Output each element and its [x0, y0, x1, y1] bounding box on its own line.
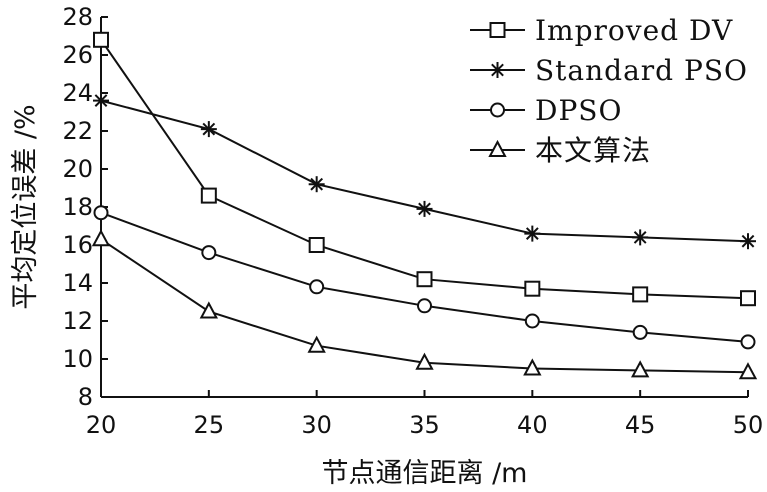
y-axis-title: 平均定位误差 /%: [10, 104, 41, 309]
series-group: [91, 31, 758, 380]
asterisk-stroke: [310, 177, 324, 191]
asterisk-marker: [524, 225, 541, 242]
asterisk-stroke: [525, 227, 539, 240]
y-tick-label: 10: [62, 345, 93, 373]
y-tick-label: 16: [62, 231, 93, 259]
asterisk-stroke: [94, 94, 108, 107]
triangle-marker: [91, 229, 111, 247]
x-tick-label: 45: [625, 411, 656, 439]
asterisk-stroke: [633, 231, 647, 244]
y-tick-label: 22: [62, 117, 93, 145]
y-tick-label: 26: [62, 41, 93, 69]
y-tick-label: 8: [78, 383, 93, 411]
asterisk-marker: [740, 233, 756, 250]
asterisk-marker: [416, 200, 433, 217]
tick-labels: 8 10 12 14 16 18 20 22 24 26 28 20 25 30 35 40 45 50: [62, 3, 763, 439]
legend-item-3: 本文算法: [470, 134, 651, 167]
triangle-marker: [199, 301, 219, 319]
triangle-marker: [415, 352, 434, 370]
asterisk-stroke: [741, 234, 755, 248]
circle-marker: [524, 313, 540, 329]
y-tick-label: 14: [62, 269, 93, 297]
square-marker: [489, 22, 506, 38]
series-1: [93, 92, 756, 250]
x-tick-label: 20: [86, 411, 117, 439]
asterisk-marker: [308, 176, 325, 193]
asterisk-stroke: [202, 122, 216, 136]
square-marker: [740, 290, 756, 307]
x-tick-label: 25: [194, 411, 225, 439]
series-3: [91, 229, 758, 380]
legend-item-0: Improved DV: [470, 14, 733, 47]
series-line: [100, 99, 749, 243]
y-tick-label: 24: [62, 79, 93, 107]
circle-marker: [201, 245, 217, 261]
y-tick-label: 28: [62, 3, 93, 31]
legend: Improved DV Standard PSO DPSO 本文算法: [470, 14, 748, 167]
legend-label: 本文算法: [535, 134, 651, 167]
x-axis-title: 节点通信距离 /m: [322, 458, 528, 489]
x-tick-label: 35: [409, 411, 440, 439]
square-marker: [416, 271, 433, 288]
asterisk-marker: [200, 121, 217, 138]
y-tick-label: 18: [62, 193, 93, 221]
series-2: [93, 205, 756, 350]
y-tick-label: 20: [62, 155, 93, 183]
legend-label: Improved DV: [535, 14, 733, 47]
asterisk-marker: [489, 62, 506, 78]
circle-marker: [93, 205, 109, 221]
triangle-marker: [523, 358, 542, 376]
asterisk-marker: [93, 92, 109, 109]
square-marker: [524, 280, 541, 297]
legend-label: DPSO: [535, 94, 622, 127]
circle-marker: [740, 334, 756, 350]
legend-item-2: DPSO: [470, 94, 622, 127]
legend-item-1: Standard PSO: [470, 54, 748, 87]
square-marker: [200, 187, 217, 204]
series-0: [93, 31, 756, 307]
square-marker: [308, 237, 325, 253]
circle-marker: [309, 279, 325, 295]
circle-marker: [490, 102, 505, 118]
square-marker: [93, 31, 109, 48]
triangle-marker: [307, 335, 326, 353]
triangle-marker: [488, 139, 507, 157]
square-marker: [632, 286, 649, 303]
x-tick-label: 50: [733, 411, 764, 439]
triangle-marker: [738, 362, 758, 380]
x-tick-label: 40: [517, 411, 548, 439]
asterisk-marker: [632, 229, 649, 246]
circle-marker: [632, 324, 648, 340]
x-tick-label: 30: [301, 411, 332, 439]
circle-marker: [417, 298, 432, 314]
asterisk-stroke: [491, 63, 504, 77]
triangle-marker: [630, 360, 650, 378]
y-tick-label: 12: [62, 307, 93, 335]
asterisk-stroke: [418, 202, 431, 216]
legend-label: Standard PSO: [535, 54, 748, 87]
